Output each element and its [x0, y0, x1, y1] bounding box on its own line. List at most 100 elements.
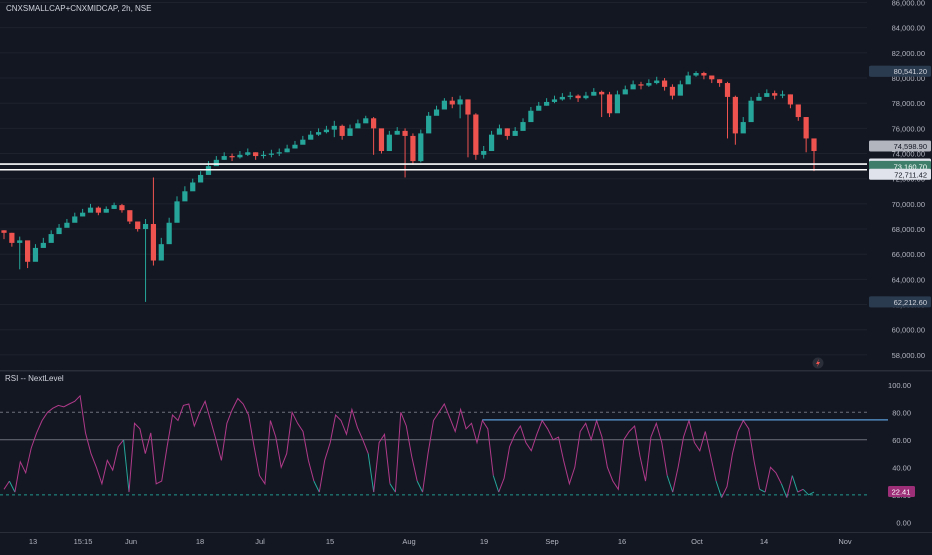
- rsi-segment: [367, 453, 375, 493]
- candle-body: [371, 118, 377, 129]
- candle-body: [630, 84, 636, 90]
- candle-body: [32, 247, 39, 262]
- rsi-segment: [672, 418, 717, 493]
- candle-body: [622, 89, 628, 95]
- candle-body: [80, 212, 86, 217]
- candle-body: [426, 115, 432, 134]
- candle-body: [488, 134, 495, 152]
- candle-body: [95, 207, 101, 213]
- candlesticks: [1, 71, 817, 302]
- candle-body: [237, 154, 243, 158]
- rsi-segment: [394, 412, 418, 493]
- rsi-segment: [666, 475, 674, 493]
- candle-body: [740, 122, 746, 134]
- candle-body: [465, 99, 471, 115]
- candle-body: [772, 93, 778, 96]
- candle-body: [9, 232, 15, 243]
- rsi-segment: [492, 475, 500, 493]
- candle-body: [591, 91, 597, 96]
- price-tick-label: 68,000.00: [892, 225, 925, 234]
- rsi-segment: [786, 475, 793, 498]
- time-tick-label: Sep: [545, 537, 558, 546]
- time-tick-label: 15:15: [74, 537, 93, 546]
- horizontal-lines[interactable]: [0, 163, 867, 171]
- time-tick-label: Jul: [255, 537, 265, 546]
- rsi-segment: [498, 418, 668, 493]
- candle-body: [245, 152, 251, 155]
- candle-body: [418, 133, 424, 162]
- price-tick-label: 64,000.00: [892, 275, 925, 284]
- time-tick-label: Oct: [691, 537, 704, 546]
- candle-body: [260, 154, 267, 157]
- time-axis-bg: [0, 532, 932, 550]
- candle-body: [268, 153, 274, 155]
- candle-body: [182, 191, 188, 202]
- rsi-segment: [721, 419, 761, 498]
- pane-divider[interactable]: [0, 370, 932, 372]
- pane-separator[interactable]: [0, 370, 932, 372]
- candle-body: [150, 224, 157, 261]
- rsi-segment: [313, 480, 320, 493]
- candle-body: [402, 130, 408, 136]
- chart-title: CNXSMALLCAP+CNXMIDCAP, 2h, NSE: [6, 4, 152, 13]
- time-tick-label: Nov: [838, 537, 852, 546]
- candle-body: [803, 117, 809, 139]
- candle-body: [583, 95, 589, 99]
- candle-body: [717, 79, 723, 84]
- low-value-label-bg: [869, 296, 931, 308]
- candle-body: [166, 222, 172, 245]
- rsi-tick-label: 0.00: [896, 518, 911, 527]
- candle-body: [315, 132, 322, 135]
- price-tick-label: 66,000.00: [892, 250, 925, 259]
- rsi-segment: [780, 483, 788, 498]
- candle-body: [40, 242, 46, 248]
- candle-body: [119, 205, 125, 211]
- rsi-segment: [416, 480, 424, 493]
- candle-body: [504, 128, 510, 136]
- candle-body: [441, 100, 447, 110]
- price-tick-label: 74,000.00: [892, 150, 925, 159]
- candle-body: [677, 84, 683, 96]
- candle-body: [56, 227, 62, 235]
- rsi-segment: [715, 480, 723, 498]
- price-level-label: 73,160.70: [894, 162, 927, 171]
- candle-body: [756, 96, 762, 101]
- candle-body: [339, 125, 345, 136]
- time-tick-label: 13: [29, 537, 37, 546]
- candle-body: [1, 230, 7, 233]
- candle-body: [787, 94, 794, 105]
- price-tick-label: 84,000.00: [892, 24, 925, 33]
- candle-body: [355, 123, 361, 129]
- candle-body: [17, 240, 23, 243]
- candle-body: [528, 110, 534, 123]
- rsi-line: [3, 394, 888, 498]
- time-axis: 13 15:15 Jun 18 Jul 15 Aug 19 Sep 16 Oct 14 Nov: [0, 532, 932, 550]
- price-tick-label: 58,000.00: [892, 351, 925, 360]
- candle-body: [544, 101, 550, 106]
- candle-body: [606, 94, 613, 114]
- lightning-icon[interactable]: [812, 357, 824, 369]
- price-level-label: 72,711.42: [894, 170, 927, 179]
- price-level-label-bg: [869, 168, 931, 180]
- price-tick-label: 78,000.00: [892, 99, 925, 108]
- candle-body: [331, 125, 337, 130]
- candle-body: [24, 240, 31, 262]
- candle-body: [457, 99, 463, 105]
- candle-body: [213, 159, 219, 167]
- time-tick-label: Jun: [125, 537, 137, 546]
- rsi-segment: [802, 488, 815, 496]
- rsi-segment: [14, 394, 124, 493]
- candle-body: [709, 75, 715, 80]
- candle-body: [64, 222, 70, 228]
- candle-body: [87, 207, 94, 213]
- time-tick-label: 19: [480, 537, 488, 546]
- axis-background: [867, 0, 932, 550]
- candle-body: [72, 216, 78, 223]
- candle-body: [654, 80, 660, 84]
- candle-body: [300, 139, 306, 145]
- candle-body: [732, 96, 738, 134]
- rsi-tick-label: 80.00: [892, 408, 911, 417]
- candle-body: [559, 96, 565, 100]
- rsi-segment: [8, 480, 16, 493]
